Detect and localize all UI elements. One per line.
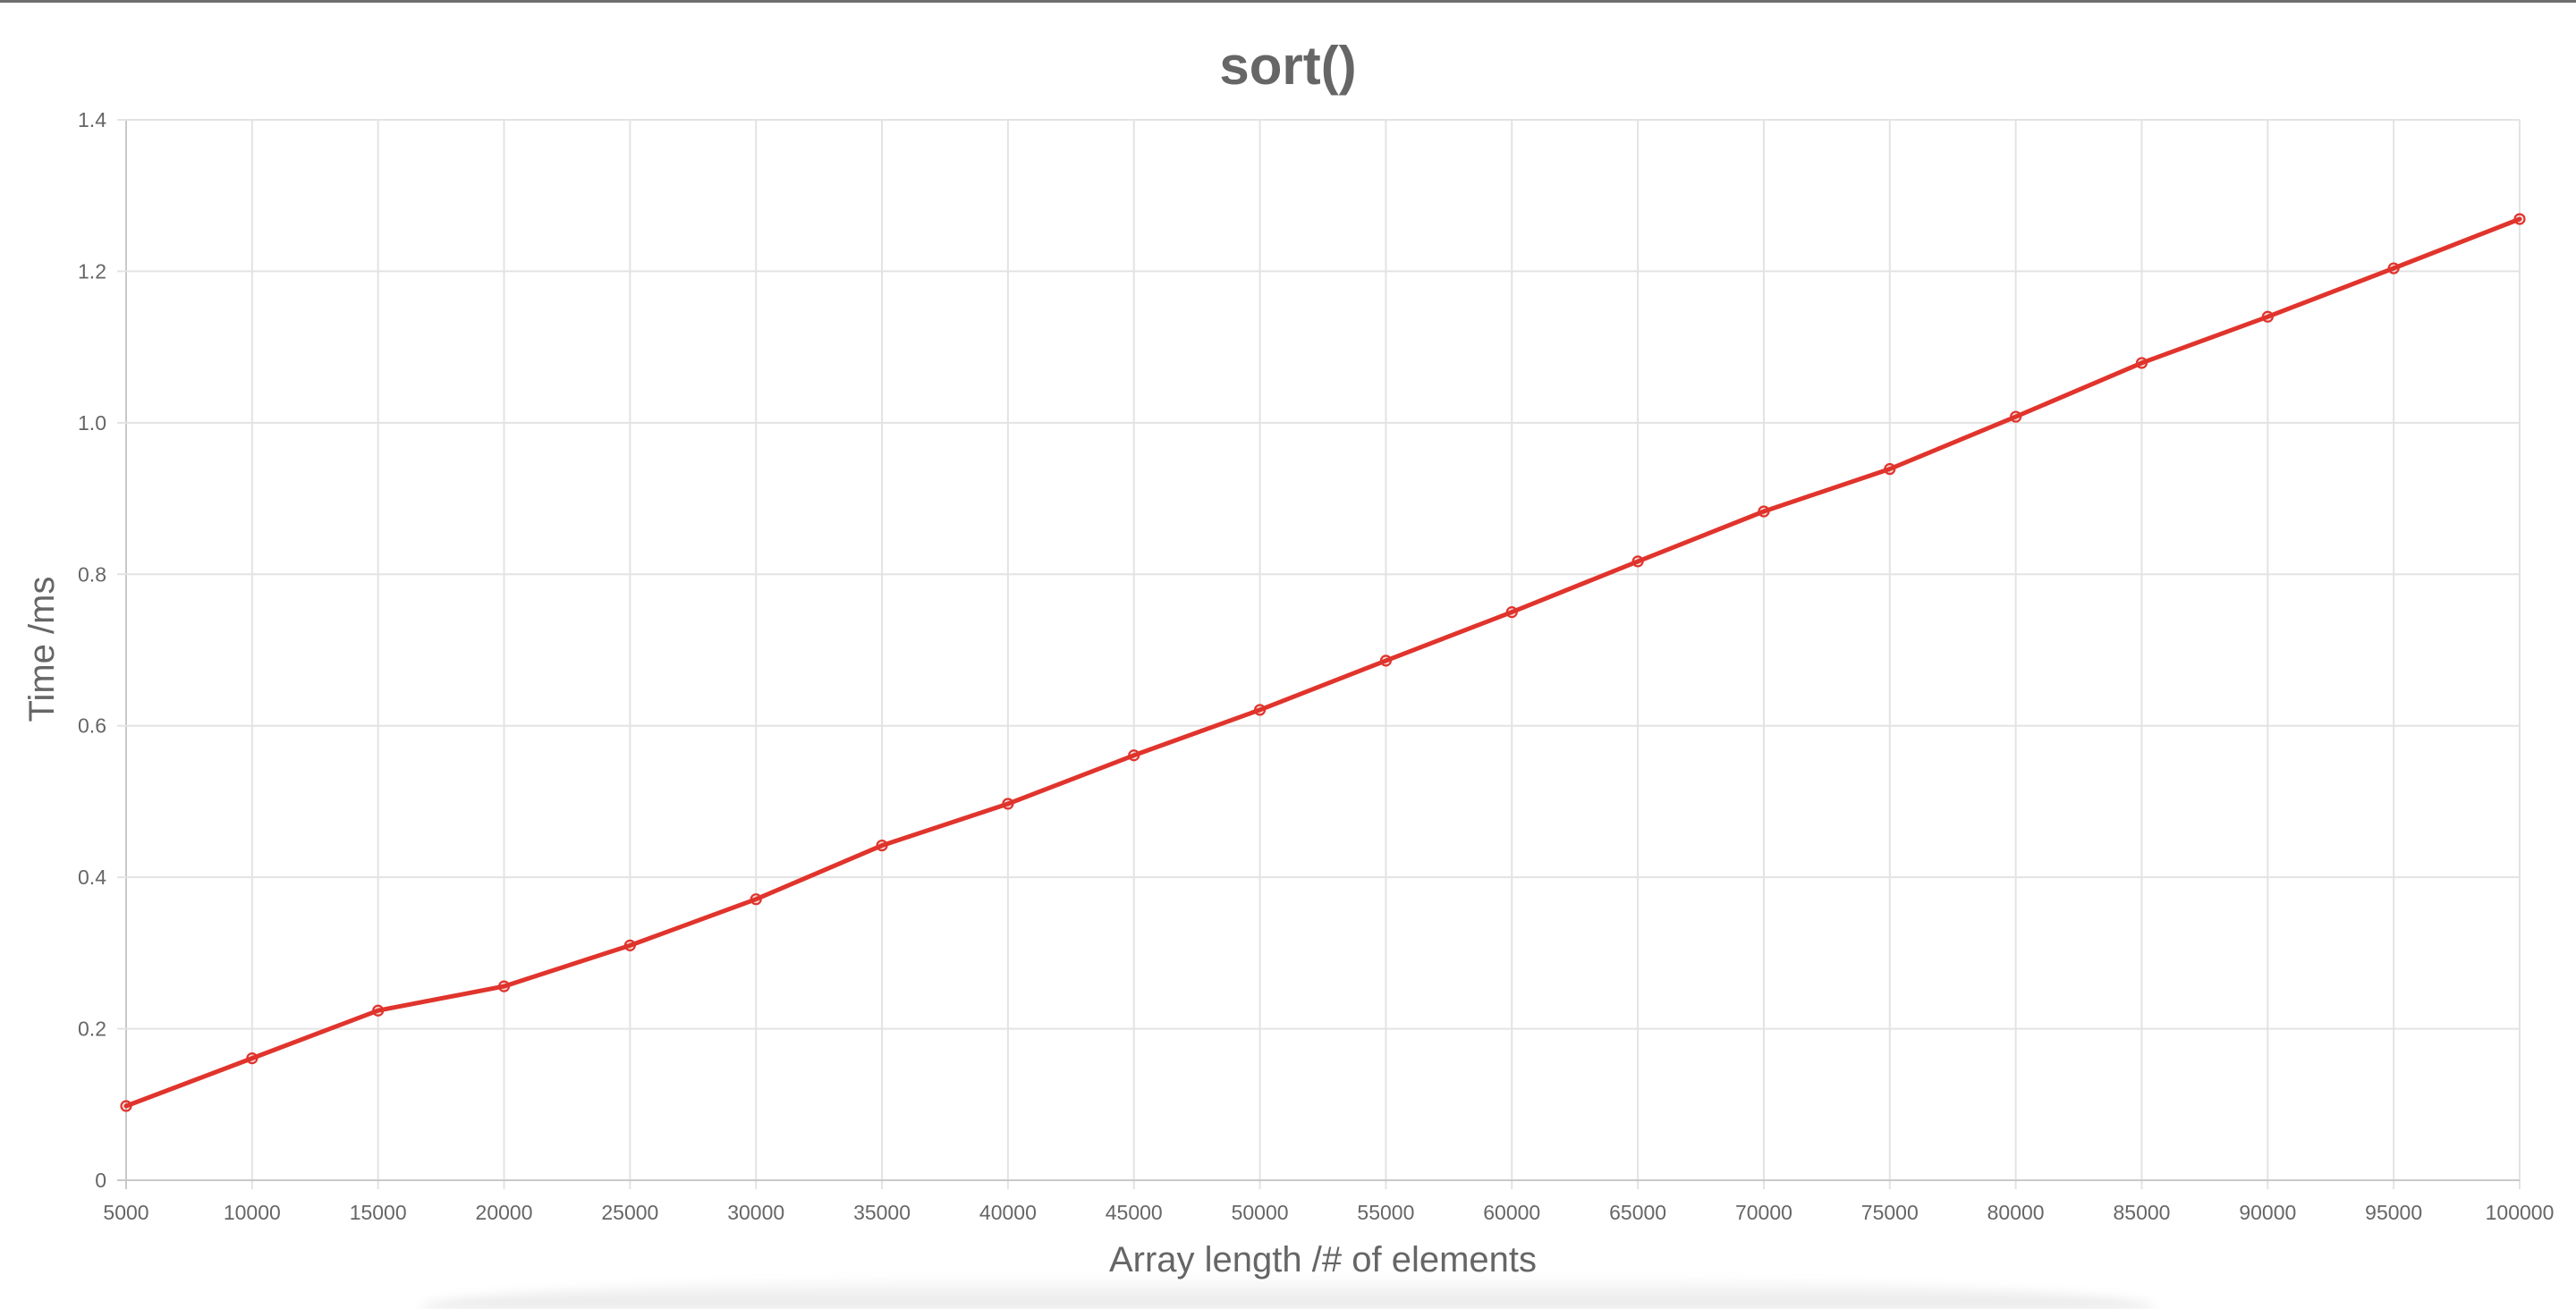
horizontal-gridlines xyxy=(117,119,2520,1181)
x-tick-label: 40000 xyxy=(979,1201,1037,1224)
chart-title: sort() xyxy=(1219,36,1356,96)
x-tick-label: 95000 xyxy=(2365,1201,2422,1224)
x-tick-label: 10000 xyxy=(224,1201,281,1224)
y-tick-label: 0 xyxy=(95,1169,106,1192)
x-tick-label: 65000 xyxy=(1609,1201,1666,1224)
data-point[interactable] xyxy=(623,939,636,951)
x-tick-label: 90000 xyxy=(2239,1201,2296,1224)
x-tick-label: 70000 xyxy=(1735,1201,1792,1224)
series-layer xyxy=(120,213,2526,1112)
y-tick-label: 0.6 xyxy=(78,714,106,738)
y-axis-title: Time /ms xyxy=(22,577,62,722)
data-point[interactable] xyxy=(497,980,511,992)
window-top-border xyxy=(0,0,2576,3)
data-point[interactable] xyxy=(750,893,762,906)
x-tick-label: 100000 xyxy=(2486,1201,2555,1224)
data-point[interactable] xyxy=(372,1004,385,1017)
data-point[interactable] xyxy=(1631,555,1644,568)
x-tick-label: 5000 xyxy=(103,1201,148,1224)
x-tick-label: 15000 xyxy=(350,1201,407,1224)
y-tick-label: 0.2 xyxy=(78,1018,106,1041)
x-tick-label: 30000 xyxy=(727,1201,784,1224)
x-tick-label: 50000 xyxy=(1232,1201,1289,1224)
x-tick-label: 60000 xyxy=(1483,1201,1540,1224)
y-tick-label: 0.4 xyxy=(78,866,106,889)
data-point[interactable] xyxy=(1128,749,1140,762)
data-point[interactable] xyxy=(1884,462,1896,476)
x-tick-label: 20000 xyxy=(476,1201,533,1224)
data-point[interactable] xyxy=(2387,262,2400,274)
y-tick-label: 1.2 xyxy=(78,259,106,283)
x-axis-title: Array length /# of elements xyxy=(1109,1240,1537,1279)
data-point[interactable] xyxy=(2261,310,2274,323)
y-tick-label: 0.8 xyxy=(78,562,106,586)
y-axis-ticks: 0 0.2 0.4 0.6 0.8 1.0 1.2 1.4 xyxy=(78,108,106,1192)
x-tick-label: 35000 xyxy=(853,1201,911,1224)
data-point[interactable] xyxy=(2010,410,2022,423)
data-point[interactable] xyxy=(246,1052,258,1065)
x-tick-label: 25000 xyxy=(601,1201,658,1224)
x-tick-label: 55000 xyxy=(1357,1201,1414,1224)
x-tick-label: 45000 xyxy=(1106,1201,1163,1224)
vertical-gridlines xyxy=(125,120,2521,1189)
data-point[interactable] xyxy=(2513,213,2526,225)
y-tick-label: 1.0 xyxy=(78,411,106,435)
data-point[interactable] xyxy=(1505,606,1518,619)
data-point[interactable] xyxy=(1002,798,1014,810)
x-tick-label: 80000 xyxy=(1987,1201,2045,1224)
data-point[interactable] xyxy=(120,1100,132,1112)
x-tick-label: 85000 xyxy=(2113,1201,2170,1224)
x-tick-label: 75000 xyxy=(1861,1201,1919,1224)
x-axis-ticks: 5000 10000 15000 20000 25000 30000 35000 40000 4… xyxy=(103,1201,2554,1224)
y-tick-label: 1.4 xyxy=(78,108,106,131)
data-point[interactable] xyxy=(1758,505,1770,518)
data-point[interactable] xyxy=(876,839,888,852)
data-point[interactable] xyxy=(1253,704,1267,716)
data-point[interactable] xyxy=(2135,357,2148,369)
data-point[interactable] xyxy=(1379,654,1393,667)
series-line xyxy=(123,216,2522,1109)
